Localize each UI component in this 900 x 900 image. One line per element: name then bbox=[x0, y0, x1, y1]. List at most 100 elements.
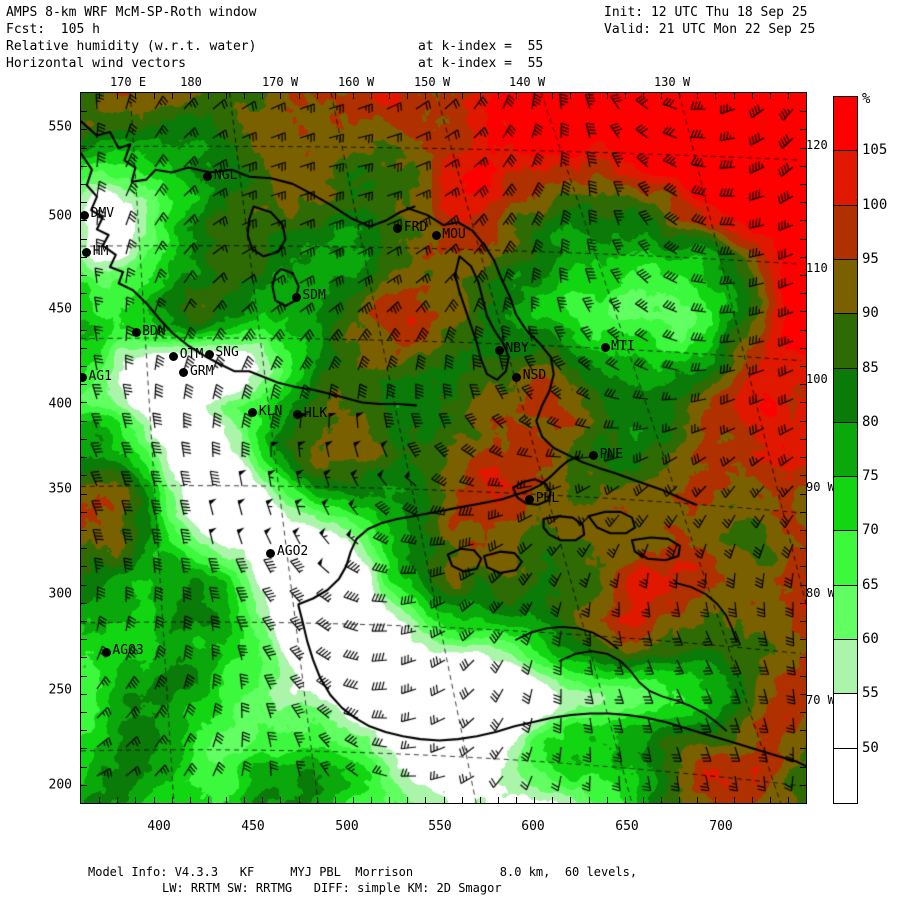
colorbar-unit-label: % bbox=[862, 91, 871, 107]
frame-tick bbox=[444, 93, 445, 99]
map-plot-area[interactable]: NGL DMV HM FRD MOU SDM BDN MTI NBY OTM SNG GRM AG1 NS… bbox=[80, 92, 807, 804]
frame-tick bbox=[607, 797, 608, 803]
frame-tick bbox=[244, 797, 245, 803]
frame-tick bbox=[770, 93, 771, 99]
k-index-wind-text: at k-index = 55 bbox=[418, 56, 544, 71]
frame-tick bbox=[81, 111, 87, 112]
frame-tick bbox=[407, 93, 408, 99]
frame-tick bbox=[480, 797, 481, 803]
frame-tick bbox=[81, 530, 87, 531]
frame-tick bbox=[81, 730, 87, 731]
frame-tick bbox=[800, 330, 806, 331]
frame-tick bbox=[407, 797, 408, 803]
frame-tick bbox=[734, 797, 735, 803]
frame-tick bbox=[117, 93, 118, 99]
frame-tick bbox=[226, 797, 227, 803]
colorbar-tick-label: 95 bbox=[862, 250, 879, 267]
frame-tick bbox=[570, 797, 571, 803]
frame-tick bbox=[734, 93, 735, 99]
colorbar-tick-label: 55 bbox=[862, 685, 879, 702]
frame-tick bbox=[697, 93, 698, 99]
frame-tick bbox=[81, 676, 87, 677]
longitude-top-label: 130 W bbox=[653, 75, 691, 89]
longitude-top-label: 170 E bbox=[109, 75, 147, 89]
frame-tick bbox=[81, 585, 87, 586]
frame-tick bbox=[81, 494, 87, 495]
frame-tick bbox=[389, 797, 390, 803]
frame-tick bbox=[516, 93, 517, 99]
frame-tick bbox=[335, 93, 336, 99]
frame-tick bbox=[800, 585, 806, 586]
frame-tick bbox=[299, 797, 300, 803]
frame-tick bbox=[770, 797, 771, 803]
colorbar-tick-label: 90 bbox=[862, 305, 879, 322]
frame-tick bbox=[480, 93, 481, 99]
valid-time-text: Valid: 21 UTC Mon 22 Sep 25 bbox=[604, 22, 816, 37]
frame-tick bbox=[81, 129, 87, 130]
colorbar-tick-label: 85 bbox=[862, 359, 879, 376]
frame-tick bbox=[800, 366, 806, 367]
frame-tick bbox=[570, 93, 571, 99]
frame-tick bbox=[81, 275, 87, 276]
frame-tick bbox=[172, 93, 173, 99]
colorbar-band bbox=[834, 368, 857, 423]
frame-tick bbox=[552, 93, 553, 99]
frame-tick bbox=[154, 93, 155, 99]
frame-tick bbox=[800, 348, 806, 349]
frame-tick bbox=[788, 93, 789, 99]
y-axis-tick-label: 300 bbox=[48, 586, 72, 602]
frame-tick bbox=[208, 93, 209, 99]
frame-tick bbox=[625, 93, 626, 99]
frame-tick bbox=[81, 712, 87, 713]
colorbar-tick-label: 80 bbox=[862, 413, 879, 430]
frame-tick bbox=[81, 202, 87, 203]
frame-tick bbox=[697, 797, 698, 803]
y-axis-tick-label: 550 bbox=[48, 119, 72, 135]
frame-tick bbox=[244, 93, 245, 99]
frame-tick bbox=[81, 457, 87, 458]
frame-tick bbox=[81, 239, 87, 240]
frame-tick bbox=[800, 129, 806, 130]
frame-tick bbox=[534, 93, 535, 99]
frame-tick bbox=[81, 748, 87, 749]
x-axis-tick-label: 450 bbox=[241, 819, 265, 834]
longitude-top-label: 140 W bbox=[508, 75, 546, 89]
frame-tick bbox=[444, 797, 445, 803]
frame-tick bbox=[715, 797, 716, 803]
frame-tick bbox=[154, 797, 155, 803]
frame-tick bbox=[589, 93, 590, 99]
frame-tick bbox=[800, 530, 806, 531]
frame-tick bbox=[752, 797, 753, 803]
frame-tick bbox=[800, 712, 806, 713]
frame-tick bbox=[280, 93, 281, 99]
y-axis-tick-label: 250 bbox=[48, 682, 72, 698]
frame-tick bbox=[800, 166, 806, 167]
frame-tick bbox=[607, 93, 608, 99]
overlay-name-text: Horizontal wind vectors bbox=[6, 56, 187, 71]
chart-title: AMPS 8-km WRF McM-SP-Roth window bbox=[6, 5, 257, 20]
frame-tick bbox=[317, 797, 318, 803]
frame-tick bbox=[800, 767, 806, 768]
frame-tick bbox=[135, 93, 136, 99]
frame-tick bbox=[800, 748, 806, 749]
relative-humidity-colorbar[interactable] bbox=[833, 96, 858, 804]
frame-tick bbox=[335, 797, 336, 803]
frame-tick bbox=[643, 797, 644, 803]
frame-tick bbox=[800, 220, 806, 221]
frame-tick bbox=[800, 566, 806, 567]
model-info-line-1: Model Info: V4.3.3 KF MYJ PBL Morrison 8… bbox=[88, 865, 638, 879]
y-axis-tick-label: 200 bbox=[48, 777, 72, 793]
y-axis-tick-label: 350 bbox=[48, 481, 72, 497]
frame-tick bbox=[81, 311, 87, 312]
frame-tick bbox=[81, 330, 87, 331]
frame-tick bbox=[190, 93, 191, 99]
frame-tick bbox=[800, 657, 806, 658]
frame-tick bbox=[589, 797, 590, 803]
frame-tick bbox=[800, 239, 806, 240]
frame-tick bbox=[661, 93, 662, 99]
colorbar-tick-label: 105 bbox=[862, 142, 888, 159]
frame-tick bbox=[299, 93, 300, 99]
frame-tick bbox=[800, 785, 806, 786]
frame-tick bbox=[800, 311, 806, 312]
colorbar-band bbox=[834, 748, 857, 803]
